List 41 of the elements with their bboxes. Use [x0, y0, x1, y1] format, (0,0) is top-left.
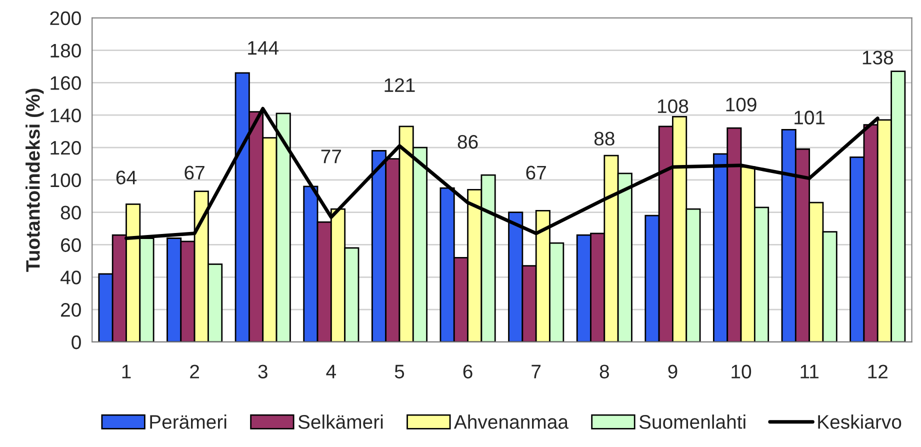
data-label: 138 [862, 50, 894, 64]
x-tick-label: 12 [868, 364, 888, 378]
y-tick-label: 80 [60, 206, 81, 220]
x-tick-label: 4 [326, 364, 336, 378]
data-label: 121 [384, 78, 415, 92]
data-label: 86 [458, 134, 478, 149]
data-label: 101 [794, 110, 825, 124]
x-tick-label: 1 [122, 364, 131, 378]
x-tick-label: 7 [532, 364, 541, 378]
y-tick-label: 100 [50, 173, 81, 188]
x-tick-label: 8 [600, 364, 609, 378]
data-label: 64 [116, 170, 136, 184]
x-tick-label: 5 [394, 364, 404, 378]
x-tick-label: 2 [190, 364, 199, 378]
y-tick-label: 60 [61, 238, 81, 252]
y-tick-label: 0 [72, 335, 81, 350]
y-tick-label: 200 [50, 11, 81, 26]
legend-label: Suomenlahti [639, 414, 746, 429]
legend-label: Keskiarvo [818, 414, 902, 429]
legend-label: Ahvenanmaa [454, 414, 569, 429]
y-axis-title: Tuotantoindeksi (%) [26, 88, 44, 272]
x-tick-label: 3 [258, 364, 268, 378]
x-tick-label: 6 [463, 364, 472, 378]
data-label: 108 [658, 99, 688, 114]
data-label: 67 [184, 166, 204, 180]
y-tick-label: 40 [60, 270, 81, 284]
data-label: 88 [594, 132, 614, 146]
data-label: 67 [526, 166, 546, 180]
data-label: 109 [726, 98, 756, 112]
y-tick-label: 180 [50, 44, 81, 58]
x-tick-label: 11 [800, 364, 818, 378]
data-label: 144 [248, 41, 279, 55]
x-tick-label: 10 [732, 364, 752, 378]
data-label: 77 [321, 150, 342, 164]
y-tick-label: 20 [61, 303, 81, 317]
legend-label: Perämeri [150, 414, 226, 429]
y-tick-label: 160 [50, 76, 81, 90]
x-tick-label: 9 [668, 364, 678, 378]
legend-label: Selkämeri [298, 414, 383, 429]
y-tick-label: 120 [50, 140, 81, 155]
y-tick-label: 140 [50, 108, 81, 122]
